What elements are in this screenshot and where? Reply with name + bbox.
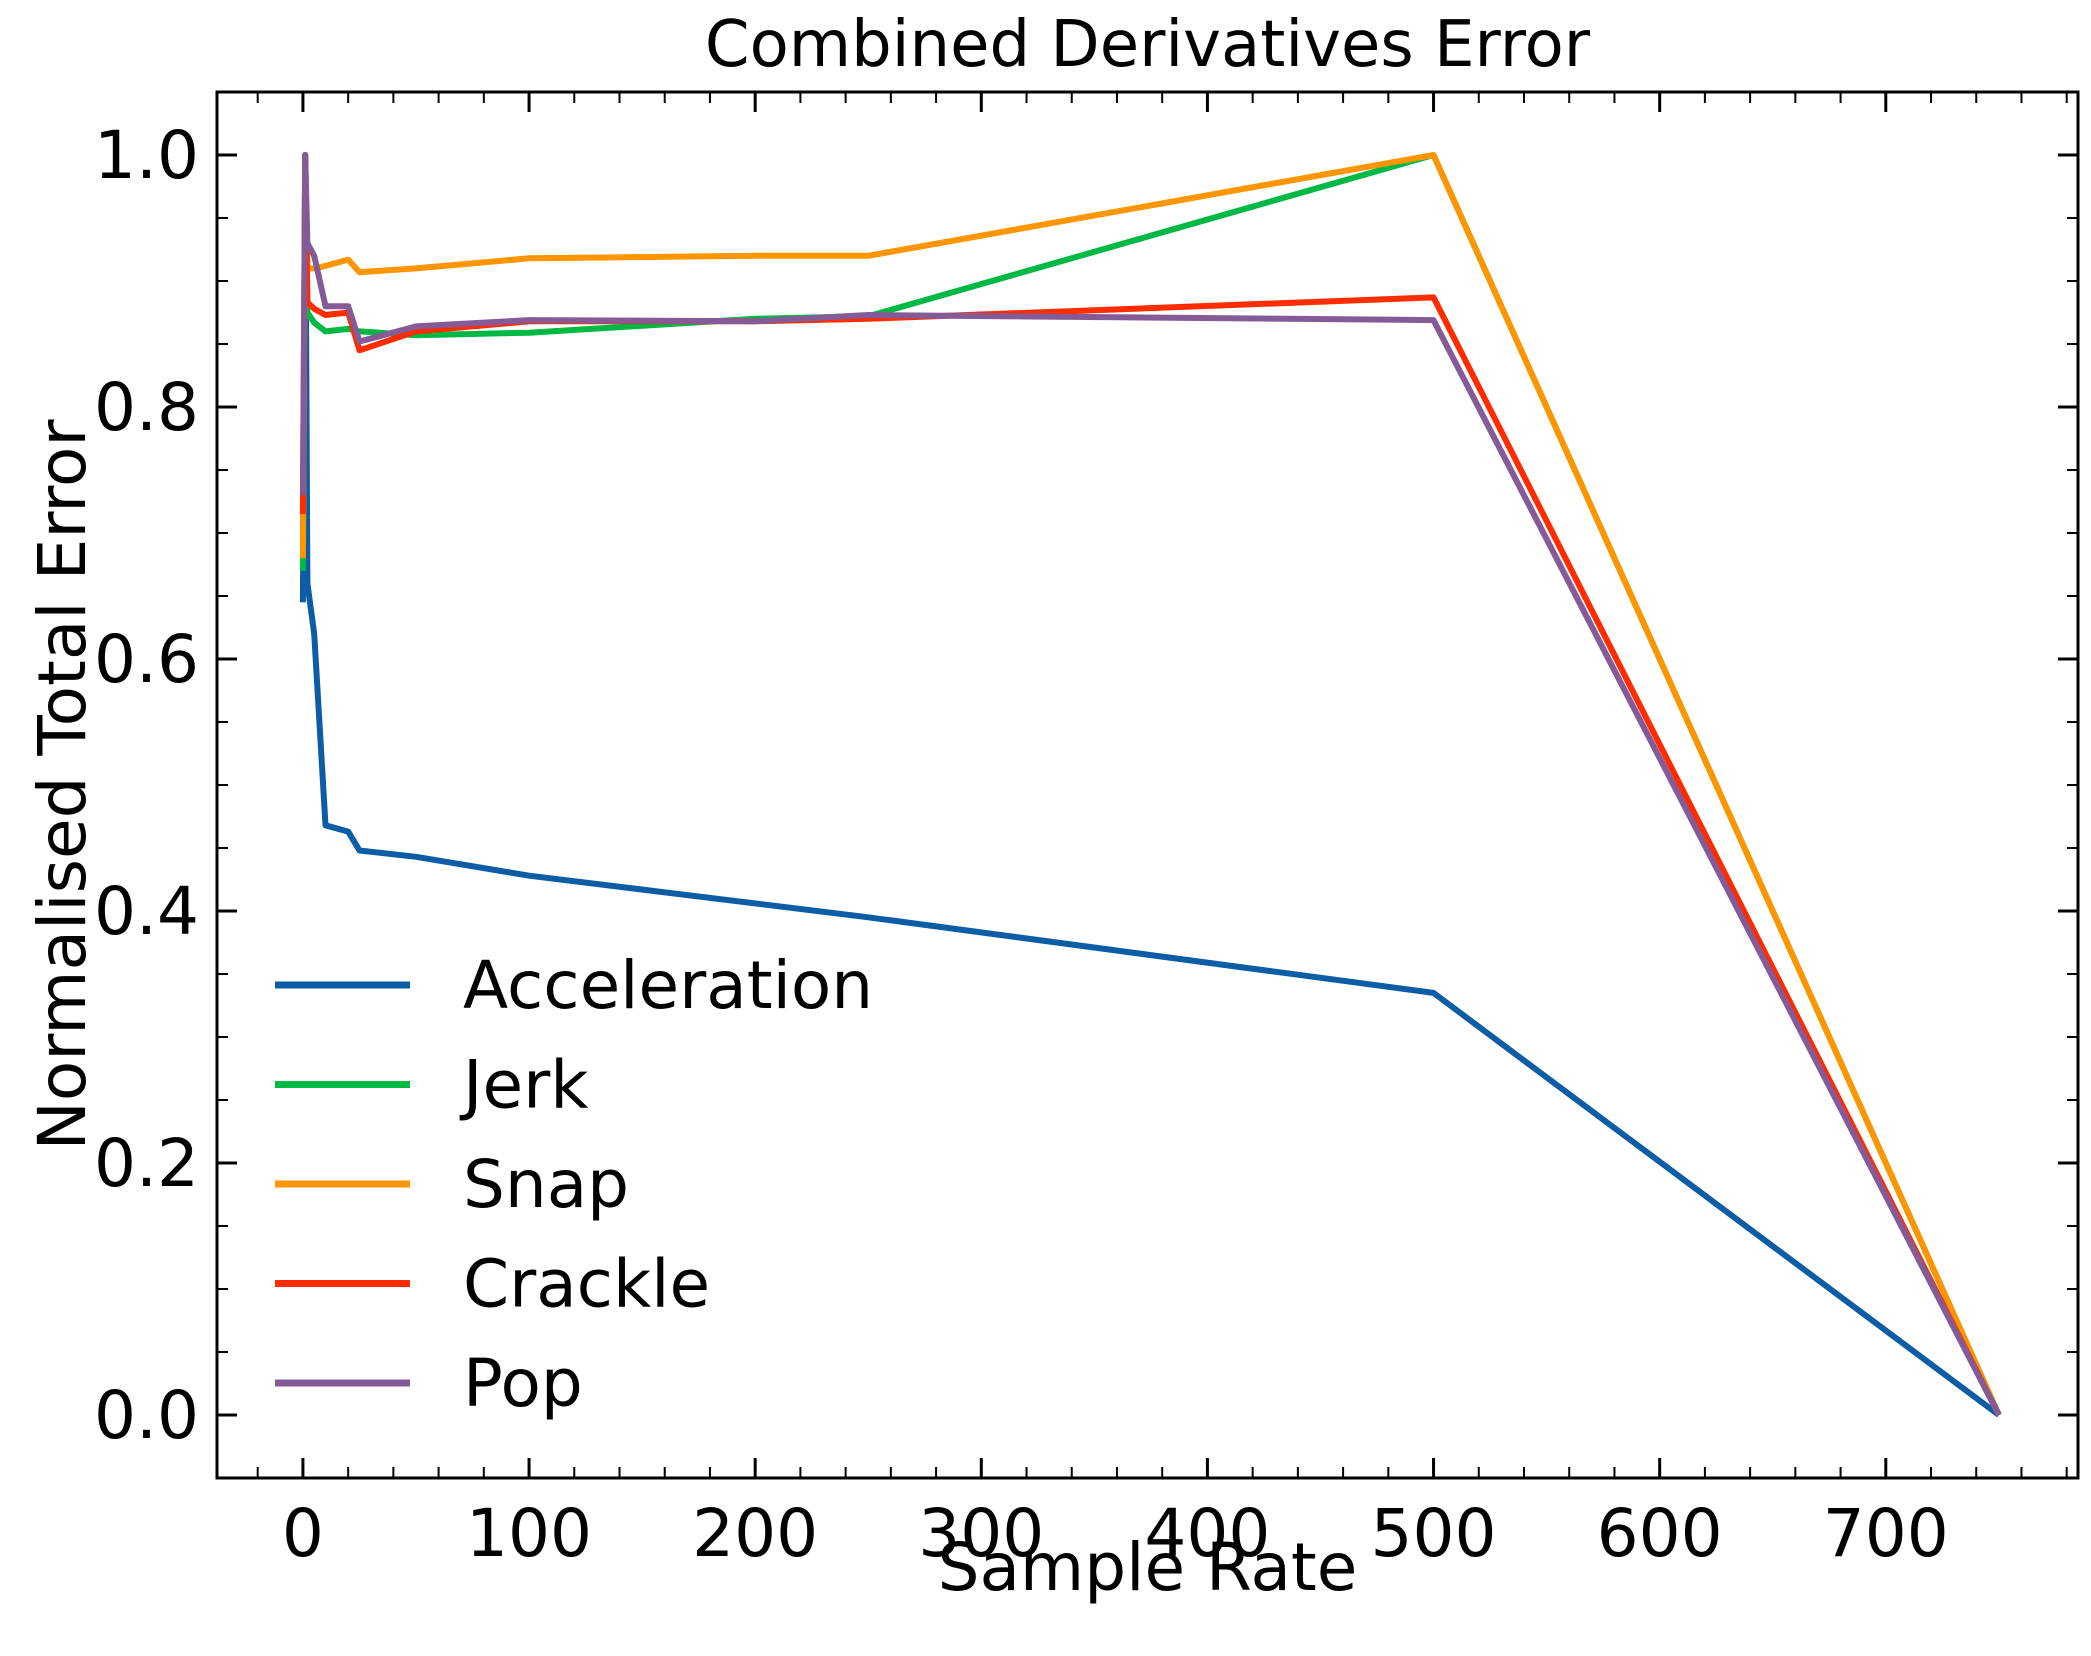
chart-title: Combined Derivatives Error [705, 8, 1591, 82]
y-tick-label: 0.6 [94, 621, 199, 698]
legend-label-jerk: Jerk [459, 1047, 589, 1124]
x-axis-title: Sample Rate [938, 1529, 1358, 1606]
y-tick-label: 0.2 [94, 1125, 199, 1202]
y-tick-label: 0.0 [94, 1377, 199, 1454]
tick-labels-layer: 0 100 200 300 400 500 600 700 0.0 0.2 0.4 0.6 0.8 1.0 [94, 117, 1949, 1572]
legend: Acceleration Jerk Snap Crackle Pop [275, 947, 873, 1422]
plot-frame [215, 90, 2080, 1480]
y-tick-label: 0.8 [94, 369, 199, 446]
legend-label-acceleration: Acceleration [463, 947, 873, 1024]
x-tick-label: 200 [692, 1495, 818, 1572]
x-tick-label: 600 [1597, 1495, 1723, 1572]
x-tick-label: 300 [918, 1495, 1044, 1572]
legend-label-crackle: Crackle [463, 1246, 710, 1323]
series-line-crackle [299, 152, 2002, 1417]
x-tick-label: 100 [466, 1495, 592, 1572]
axis-ticks-layer [217, 91, 2078, 1479]
series-line-acceleration [299, 152, 2001, 1418]
x-tick-label: 700 [1823, 1495, 1949, 1572]
x-tick-label: 0 [282, 1495, 324, 1572]
y-tick-label: 1.0 [94, 117, 199, 194]
series-line-pop [299, 152, 2002, 1417]
legend-label-pop: Pop [463, 1345, 583, 1422]
y-tick-label: 0.4 [94, 873, 199, 950]
legend-label-snap: Snap [463, 1146, 629, 1223]
y-axis-title: Normalised Total Error [24, 419, 101, 1151]
x-tick-label: 400 [1144, 1495, 1270, 1572]
plot-series-layer [299, 152, 2002, 1418]
x-tick-label: 500 [1371, 1495, 1497, 1572]
